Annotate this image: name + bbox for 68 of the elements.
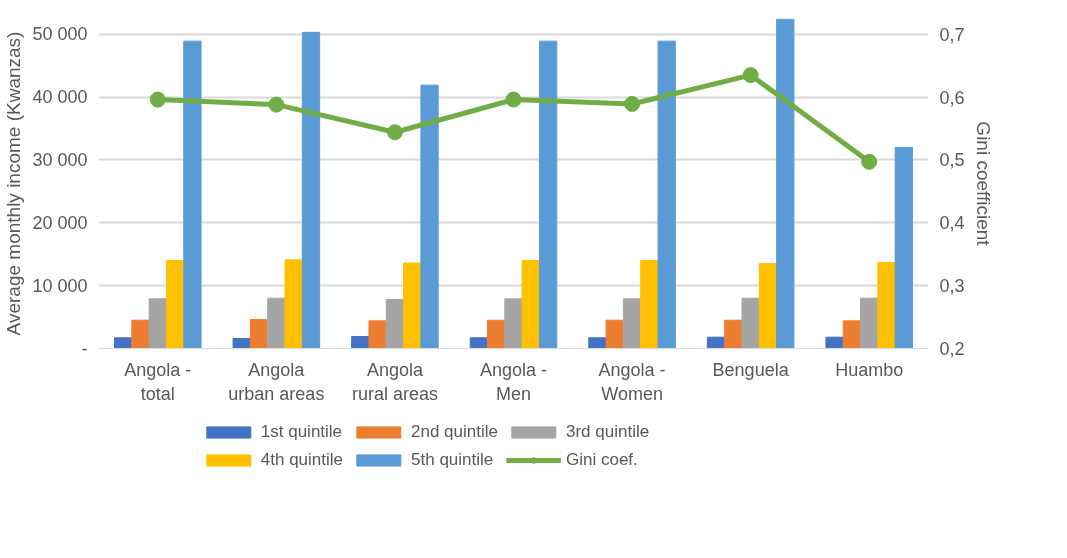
bar — [469, 337, 489, 349]
y-tick-label: 30 000 — [32, 149, 88, 170]
point — [624, 96, 641, 112]
legend-label: 2nd quintile — [411, 422, 498, 442]
bar — [894, 146, 913, 349]
bar — [521, 260, 540, 349]
point — [149, 91, 166, 108]
y-tick-label: 10 000 — [32, 275, 88, 296]
bar — [351, 336, 370, 349]
y-tick-label: 50 000 — [32, 24, 88, 45]
x-tick-label: Benguela — [712, 359, 790, 380]
x-tick-label: Angola urban areas — [228, 359, 325, 404]
bar — [368, 320, 387, 349]
bar — [504, 298, 523, 349]
legend-label: 5th quintile — [411, 450, 494, 470]
bar — [165, 260, 185, 349]
x-tick-label: Angola - Men — [479, 359, 548, 404]
y-tick-label: 40 000 — [32, 87, 88, 108]
bar — [605, 319, 624, 349]
y2-tick-label: 0,7 — [939, 24, 965, 45]
bar — [114, 337, 133, 349]
legend-label: 1st quintile — [260, 422, 343, 442]
bar — [825, 336, 844, 349]
bar — [385, 298, 405, 349]
bar — [301, 31, 321, 349]
x-tick-label: Angola - Women — [598, 359, 666, 404]
point — [505, 91, 522, 108]
bar — [842, 320, 862, 349]
x-tick-label: Huambo — [835, 359, 904, 380]
bar — [588, 337, 607, 349]
legend-label: 4th quintile — [260, 450, 344, 470]
bar — [183, 40, 202, 349]
bar — [538, 40, 558, 349]
bar — [657, 40, 676, 349]
y-axis-title: Average monthly income (Kwanzas) — [3, 31, 25, 336]
bar — [724, 319, 743, 349]
x-tick-label: Angola rural areas — [351, 359, 438, 404]
bar — [487, 319, 506, 349]
y-tick-label: 20 000 — [32, 212, 88, 233]
legend-label: 3rd quintile — [566, 422, 650, 442]
bar — [640, 260, 659, 349]
bar — [860, 297, 879, 349]
legend-label: Gini coef. — [566, 450, 638, 470]
bar — [284, 259, 303, 349]
point — [386, 124, 403, 141]
bar — [758, 263, 778, 349]
bar — [249, 319, 269, 349]
bar — [741, 297, 760, 349]
bar — [131, 319, 150, 349]
bar — [232, 337, 251, 349]
y2-axis-title: Gini coefficient — [972, 121, 994, 247]
point — [742, 67, 759, 84]
bar — [877, 261, 896, 349]
bar — [776, 18, 795, 349]
bar — [267, 297, 286, 349]
y2-tick-label: 0,6 — [939, 87, 965, 108]
bar — [622, 298, 642, 349]
y2-tick-label: 0,2 — [939, 339, 965, 359]
bar — [148, 298, 167, 349]
bar — [420, 84, 439, 349]
y-tick-label: - — [81, 338, 88, 359]
point — [268, 96, 285, 113]
bar — [403, 262, 422, 349]
y2-tick-label: 0,4 — [939, 213, 965, 234]
point — [861, 153, 878, 170]
y2-tick-label: 0,3 — [939, 276, 965, 297]
y2-tick-label: 0,5 — [939, 150, 965, 171]
x-tick-label: Angola - total — [124, 359, 192, 404]
